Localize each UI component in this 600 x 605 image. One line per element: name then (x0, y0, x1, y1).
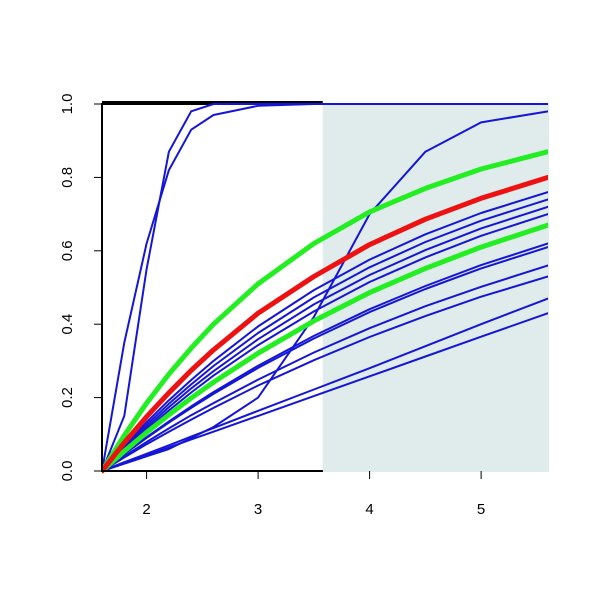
x-tick-label: 4 (365, 501, 373, 518)
series-line (102, 246, 548, 472)
x-tick-label: 5 (477, 501, 485, 518)
x-tick-label: 2 (142, 501, 150, 518)
y-tick-label: 0.8 (59, 167, 76, 188)
y-tick-label: 0.6 (59, 240, 76, 261)
y-tick-label: 0.2 (59, 387, 76, 408)
y-tick-label: 0.4 (59, 314, 76, 335)
series-line (102, 103, 548, 472)
series-line (102, 205, 548, 472)
series-line (102, 174, 548, 474)
series-line (102, 191, 548, 472)
series-line (102, 149, 548, 474)
x-tick-label: 3 (254, 501, 262, 518)
series-line (102, 312, 548, 472)
y-tick-label: 1.0 (59, 94, 76, 115)
series-line (102, 198, 548, 472)
series-line (102, 264, 548, 472)
series-line (102, 275, 548, 472)
series-line (102, 222, 548, 474)
series-line (102, 297, 548, 472)
y-tick-label: 0.0 (59, 461, 76, 482)
